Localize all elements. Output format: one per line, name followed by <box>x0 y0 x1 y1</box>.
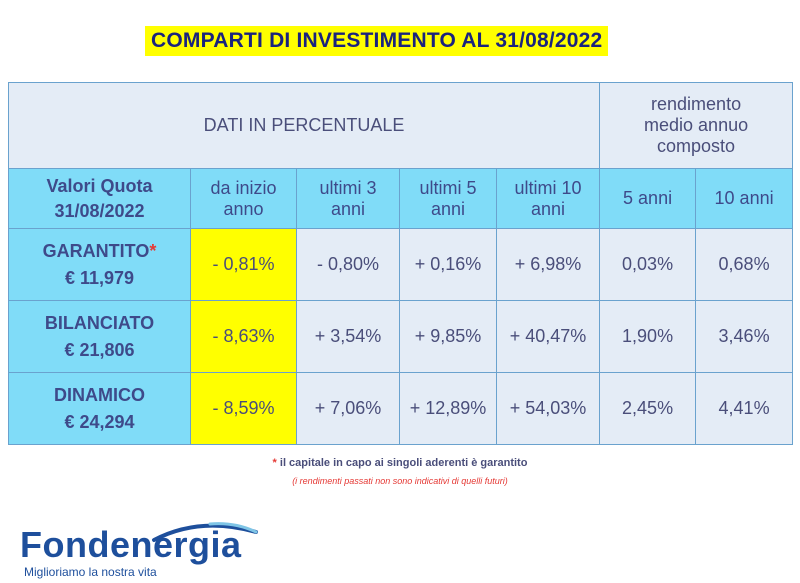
investment-table: DATI IN PERCENTUALE rendimento medio ann… <box>7 82 794 445</box>
value-cell: - 8,59% <box>190 372 297 445</box>
value-cell: 4,41% <box>695 372 794 445</box>
col-header-ultimi-3: ultimi 3 anni <box>296 168 400 229</box>
value-cell: + 0,16% <box>399 228 497 301</box>
value-cell: 0,03% <box>599 228 697 301</box>
value-cell: - 8,63% <box>190 300 297 373</box>
value-cell: - 0,80% <box>296 228 400 301</box>
value-cell: + 6,98% <box>495 228 601 301</box>
fondenergia-logo: Fondenergia Miglioriamo la nostra vita <box>20 520 270 580</box>
value-cell: - 0,81% <box>190 228 297 301</box>
col-header-valori-quota: Valori Quota 31/08/2022 <box>8 168 191 229</box>
col-header-5-anni: 5 anni <box>599 168 697 229</box>
disclaimer-note: (i rendimenti passati non sono indicativ… <box>292 476 508 486</box>
col-header-ultimi-5: ultimi 5 anni <box>399 168 497 229</box>
value-cell: 3,46% <box>695 300 794 373</box>
page-title: COMPARTI DI INVESTIMENTO AL 31/08/2022 <box>145 26 609 56</box>
group-header-percentuale: DATI IN PERCENTUALE <box>7 82 601 169</box>
col-header-inizio-anno: da inizio anno <box>190 168 297 229</box>
swoosh-icon <box>152 522 258 542</box>
value-cell: + 9,85% <box>399 300 497 373</box>
row-label: BILANCIATO € 21,806 <box>8 300 191 373</box>
value-cell: + 12,89% <box>399 372 497 445</box>
group-header-rendimento: rendimento medio annuo composto <box>599 82 794 169</box>
logo-name: Fondenergia <box>20 524 242 565</box>
value-cell: 0,68% <box>695 228 794 301</box>
value-cell: 2,45% <box>599 372 697 445</box>
value-cell: + 7,06% <box>296 372 400 445</box>
logo-tagline: Miglioriamo la nostra vita <box>24 565 157 579</box>
row-label: DINAMICO € 24,294 <box>8 372 191 445</box>
value-cell: 1,90% <box>599 300 697 373</box>
table-row: GARANTITO* € 11,979 - 0,81% - 0,80% + 0,… <box>8 228 794 301</box>
value-cell: + 40,47% <box>495 300 601 373</box>
value-cell: + 54,03% <box>495 372 601 445</box>
value-cell: + 3,54% <box>296 300 400 373</box>
row-label: GARANTITO* € 11,979 <box>8 228 191 301</box>
table-row: BILANCIATO € 21,806 - 8,63% + 3,54% + 9,… <box>8 300 794 373</box>
guarantee-note: * il capitale in capo ai singoli aderent… <box>272 457 528 469</box>
table-row: DINAMICO € 24,294 - 8,59% + 7,06% + 12,8… <box>8 372 794 445</box>
col-header-ultimi-10: ultimi 10 anni <box>495 168 601 229</box>
col-header-10-anni: 10 anni <box>695 168 794 229</box>
